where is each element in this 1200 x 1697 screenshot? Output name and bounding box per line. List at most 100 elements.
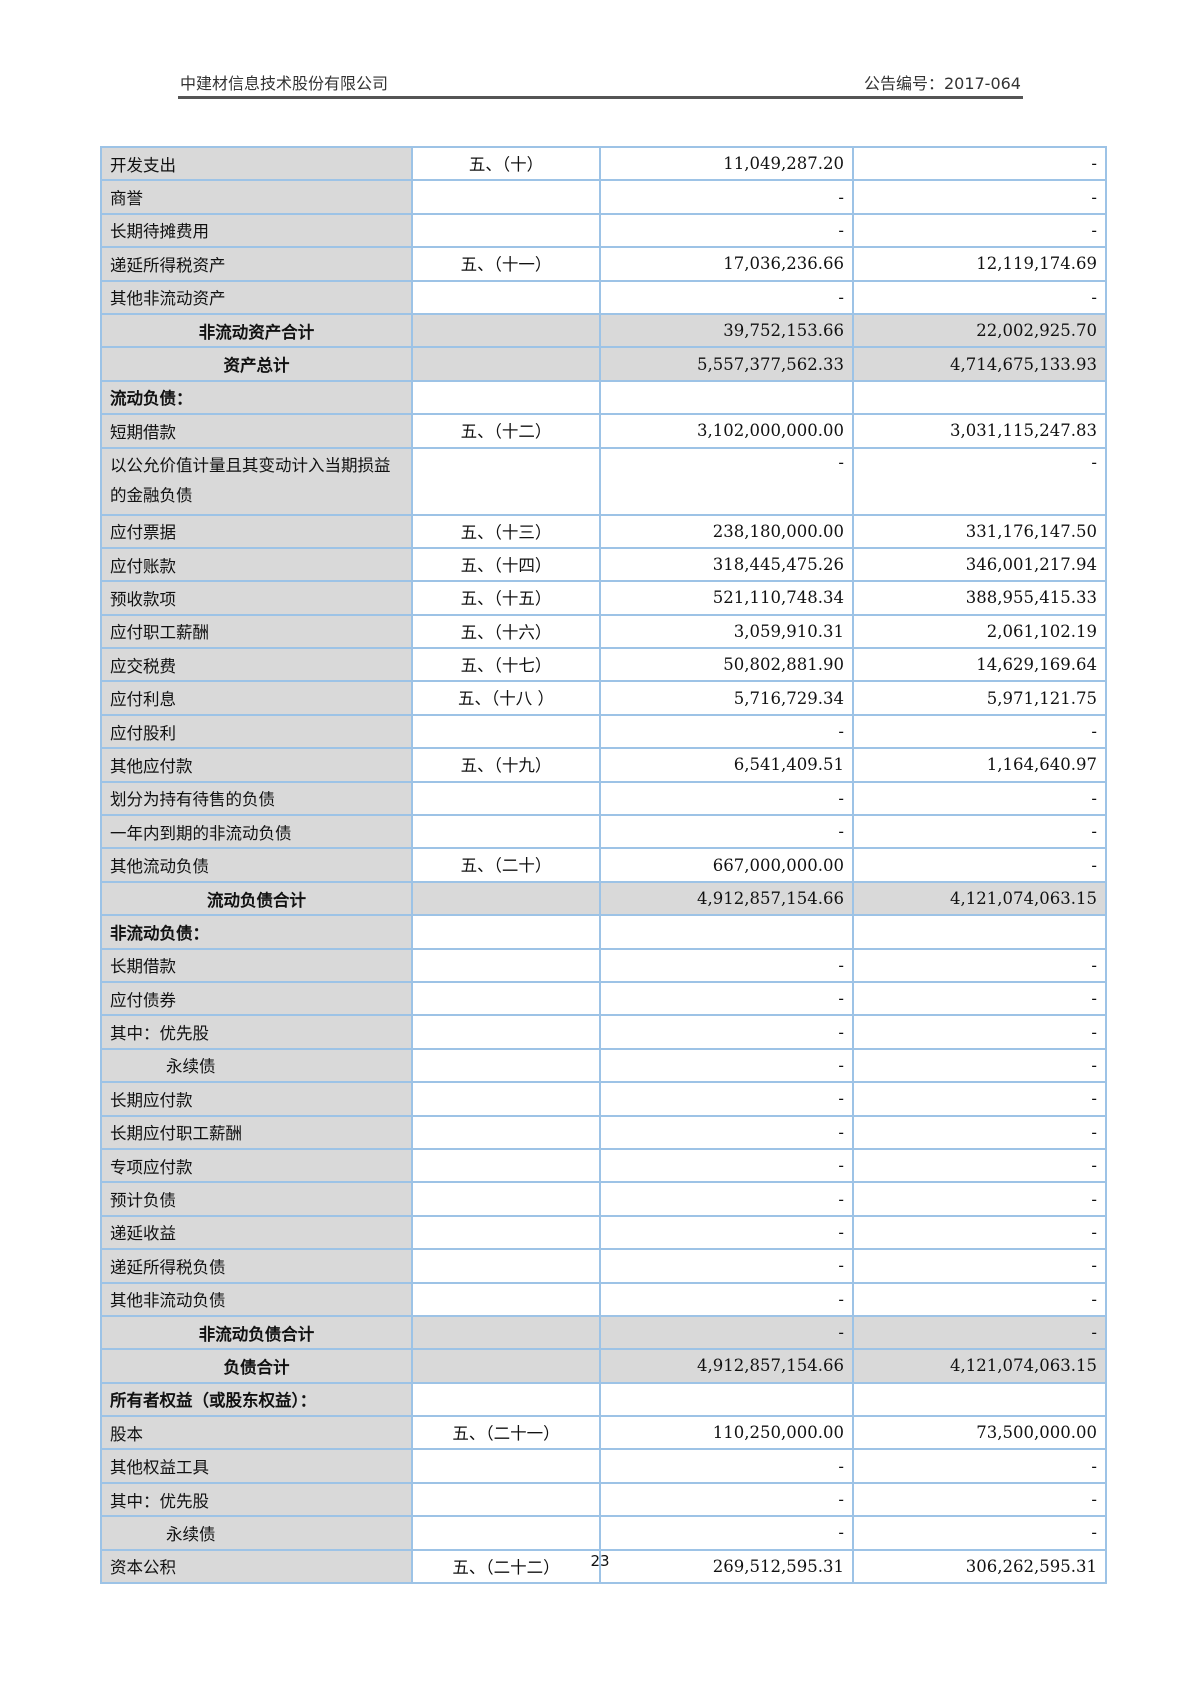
- item-label: 其他应付款: [100, 747, 413, 783]
- item-label: 应付利息: [100, 680, 413, 716]
- item-label: 应付债券: [100, 980, 413, 1017]
- prior-period-value: -: [852, 1147, 1107, 1184]
- prior-period-value: -: [852, 1114, 1107, 1150]
- note-ref: [411, 1481, 601, 1518]
- prior-period-value: 4,714,675,133.93: [852, 346, 1107, 382]
- current-period-value: -: [599, 1014, 854, 1050]
- table-row: 其他权益工具 - -: [100, 1448, 1107, 1484]
- note-ref: 五、（十）: [411, 145, 601, 182]
- item-label: 递延所得税资产: [100, 246, 413, 282]
- prior-period-value: 331,176,147.50: [852, 513, 1107, 549]
- prior-period-value: -: [852, 1515, 1107, 1551]
- note-ref: [411, 1381, 601, 1418]
- table-row: 递延收益 - -: [100, 1214, 1107, 1251]
- note-ref: 五、（十六）: [411, 613, 601, 650]
- current-period-value: 667,000,000.00: [599, 847, 854, 883]
- prior-period-value: -: [852, 713, 1107, 750]
- prior-period-value: -: [852, 1047, 1107, 1084]
- prior-period-value: -: [852, 212, 1107, 249]
- total-row: 资产总计 5,557,377,562.33 4,714,675,133.93: [100, 346, 1107, 382]
- note-ref: 五、（二十二）: [411, 1548, 601, 1585]
- note-ref: [411, 212, 601, 249]
- page-header: 中建材信息技术股份有限公司 公告编号：2017-064: [178, 70, 1023, 99]
- current-period-value: -: [599, 1248, 854, 1284]
- current-period-value: [599, 1381, 854, 1418]
- prior-period-value: -: [852, 145, 1107, 182]
- note-ref: 五、（二十一）: [411, 1415, 601, 1451]
- note-ref: [411, 1081, 601, 1117]
- current-period-value: -: [599, 1448, 854, 1484]
- item-label: 应付票据: [100, 513, 413, 549]
- prior-period-value: 4,121,074,063.15: [852, 880, 1107, 917]
- prior-period-value: 3,031,115,247.83: [852, 413, 1107, 449]
- table-row: 资本公积 五、（二十二） 269,512,595.31 306,262,595.31: [100, 1548, 1107, 1585]
- note-ref: [411, 713, 601, 750]
- section-row: 流动负债：: [100, 379, 1107, 416]
- table-row: 其他非流动负债 - -: [100, 1281, 1107, 1317]
- current-period-value: 11,049,287.20: [599, 145, 854, 182]
- item-label: 应付账款: [100, 546, 413, 583]
- note-ref: [411, 1348, 601, 1384]
- current-period-value: 269,512,595.31: [599, 1548, 854, 1585]
- note-ref: [411, 312, 601, 349]
- item-label: 递延所得税负债: [100, 1248, 413, 1284]
- prior-period-value: 12,119,174.69: [852, 246, 1107, 282]
- note-ref: [411, 1181, 601, 1217]
- current-period-value: -: [599, 1281, 854, 1317]
- current-period-value: 17,036,236.66: [599, 246, 854, 282]
- note-ref: [411, 446, 601, 516]
- note-ref: 五、（十七）: [411, 647, 601, 683]
- item-label: 所有者权益（或股东权益）：: [100, 1381, 413, 1418]
- current-period-value: 318,445,475.26: [599, 546, 854, 583]
- table-row: 应付职工薪酬 五、（十六） 3,059,910.31 2,061,102.19: [100, 613, 1107, 650]
- prior-period-value: -: [852, 1248, 1107, 1284]
- item-label: 应付股利: [100, 713, 413, 750]
- prior-period-value: 73,500,000.00: [852, 1415, 1107, 1451]
- item-label: 永续债: [100, 1047, 413, 1084]
- note-ref: [411, 1014, 601, 1050]
- table-row: 应付债券 - -: [100, 980, 1107, 1017]
- item-label: 其中：优先股: [100, 1481, 413, 1518]
- current-period-value: 5,557,377,562.33: [599, 346, 854, 382]
- table-row: 永续债 - -: [100, 1515, 1107, 1551]
- prior-period-value: [852, 379, 1107, 416]
- prior-period-value: -: [852, 1181, 1107, 1217]
- note-ref: [411, 1114, 601, 1150]
- table-row: 递延所得税负债 - -: [100, 1248, 1107, 1284]
- note-ref: 五、（十九）: [411, 747, 601, 783]
- table-row: 其他非流动资产 - -: [100, 279, 1107, 315]
- note-ref: [411, 914, 601, 950]
- note-ref: [411, 780, 601, 817]
- item-label: 资产总计: [100, 346, 413, 382]
- table-row: 专项应付款 - -: [100, 1147, 1107, 1184]
- balance-sheet-table: 开发支出 五、（十） 11,049,287.20- 商誉 - - 长期待摊费用 - - 递延所得税…: [100, 145, 1107, 1585]
- current-period-value: -: [599, 212, 854, 249]
- item-label: 长期待摊费用: [100, 212, 413, 249]
- table-row: 递延所得税资产 五、（十一） 17,036,236.66 12,119,174.69: [100, 246, 1107, 282]
- current-period-value: 3,059,910.31: [599, 613, 854, 650]
- item-label: 资本公积: [100, 1548, 413, 1585]
- note-ref: [411, 279, 601, 315]
- table-row: 预收款项 五、（十五） 521,110,748.34 388,955,415.33: [100, 580, 1107, 616]
- note-ref: [411, 346, 601, 382]
- item-label: 永续债: [100, 1515, 413, 1551]
- table-row: 股本 五、（二十一） 110,250,000.00 73,500,000.00: [100, 1415, 1107, 1451]
- current-period-value: -: [599, 179, 854, 215]
- item-label: 其中：优先股: [100, 1014, 413, 1050]
- prior-period-value: -: [852, 1081, 1107, 1117]
- item-label: 负债合计: [100, 1348, 413, 1384]
- prior-period-value: -: [852, 1448, 1107, 1484]
- prior-period-value: -: [852, 980, 1107, 1017]
- note-ref: [411, 1047, 601, 1084]
- prior-period-value: [852, 1381, 1107, 1418]
- prior-period-value: -: [852, 1281, 1107, 1317]
- table-row: 长期应付职工薪酬 - -: [100, 1114, 1107, 1150]
- current-period-value: 5,716,729.34: [599, 680, 854, 716]
- table-row: 其中：优先股 - -: [100, 1014, 1107, 1050]
- prior-period-value: 22,002,925.70: [852, 312, 1107, 349]
- table-row: 划分为持有待售的负债 - -: [100, 780, 1107, 817]
- item-label: 递延收益: [100, 1214, 413, 1251]
- table-row: 应付股利 - -: [100, 713, 1107, 750]
- note-ref: 五、（十二）: [411, 413, 601, 449]
- item-label: 非流动负债合计: [100, 1314, 413, 1351]
